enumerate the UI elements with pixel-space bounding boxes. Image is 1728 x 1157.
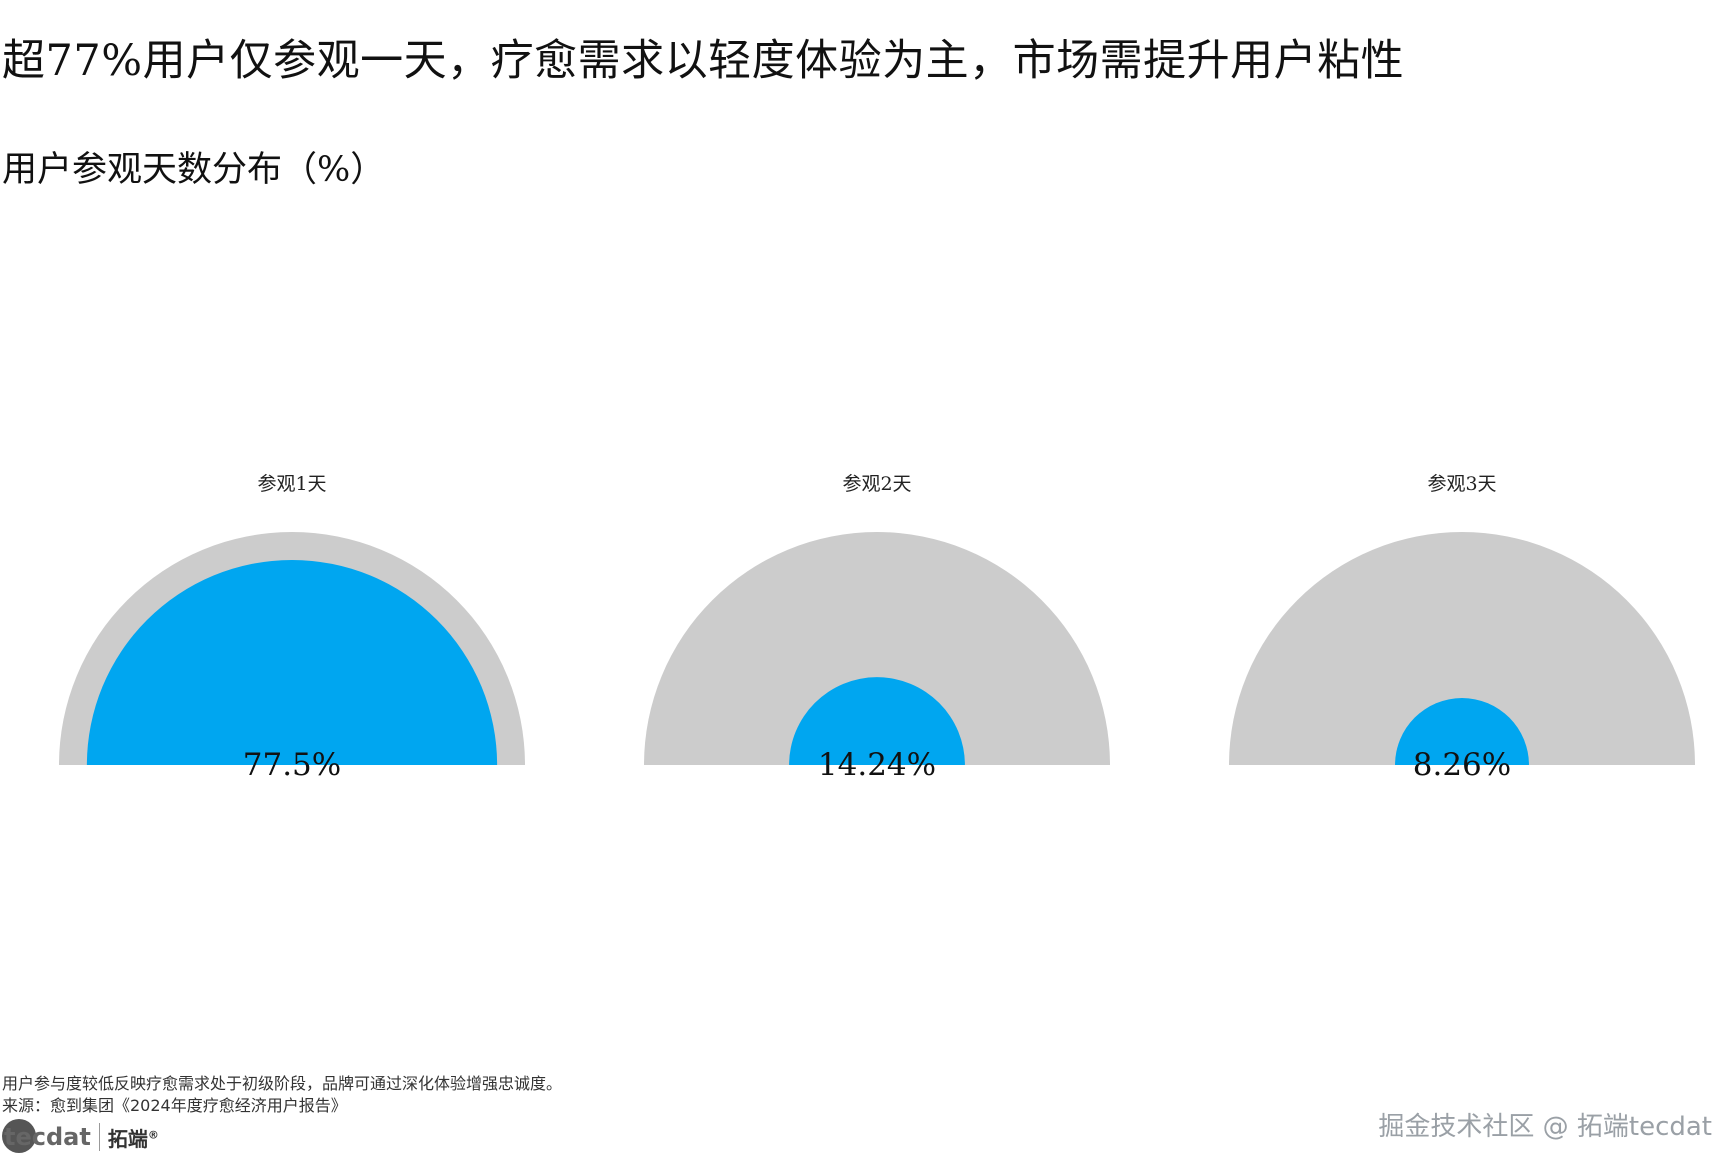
background-semicircle [1229, 532, 1695, 765]
logo-divider [98, 1123, 100, 1151]
page-title: 超77%用户仅参观一天，疗愈需求以轻度体验为主，市场需提升用户粘性 [2, 36, 1405, 86]
chart-group-3: 参观3天 8.26% [1229, 473, 1695, 783]
value-label: 8.26% [1413, 747, 1511, 783]
value-semicircle [86, 559, 498, 765]
value-label: 77.5% [243, 747, 341, 783]
source-note: 来源：愈到集团《2024年度疗愈经济用户报告》 [2, 1096, 347, 1115]
chart-group-1: 参观1天 77.5% [59, 473, 525, 783]
category-label: 参观2天 [842, 473, 911, 495]
value-semicircle [1395, 698, 1529, 765]
category-label: 参观3天 [1427, 473, 1496, 495]
watermark: 掘金技术社区 @ 拓端tecdat [1378, 1112, 1712, 1142]
tecdat-logo: tecdat 拓端® [2, 1117, 159, 1157]
chart-group-2: 参观2天 14.24% [644, 473, 1110, 783]
background-semicircle [644, 532, 1110, 765]
footnote: 用户参与度较低反映疗愈需求处于初级阶段，品牌可通过深化体验增强忠诚度。 [2, 1074, 563, 1093]
value-semicircle [789, 677, 965, 765]
logo-wordmark: tecdat [4, 1123, 91, 1151]
chart-subtitle: 用户参观天数分布（%） [2, 150, 386, 190]
value-label: 14.24% [818, 747, 936, 783]
logo-circle-icon [2, 1119, 36, 1153]
logo-chinese: 拓端® [107, 1126, 159, 1151]
category-label: 参观1天 [257, 473, 326, 495]
